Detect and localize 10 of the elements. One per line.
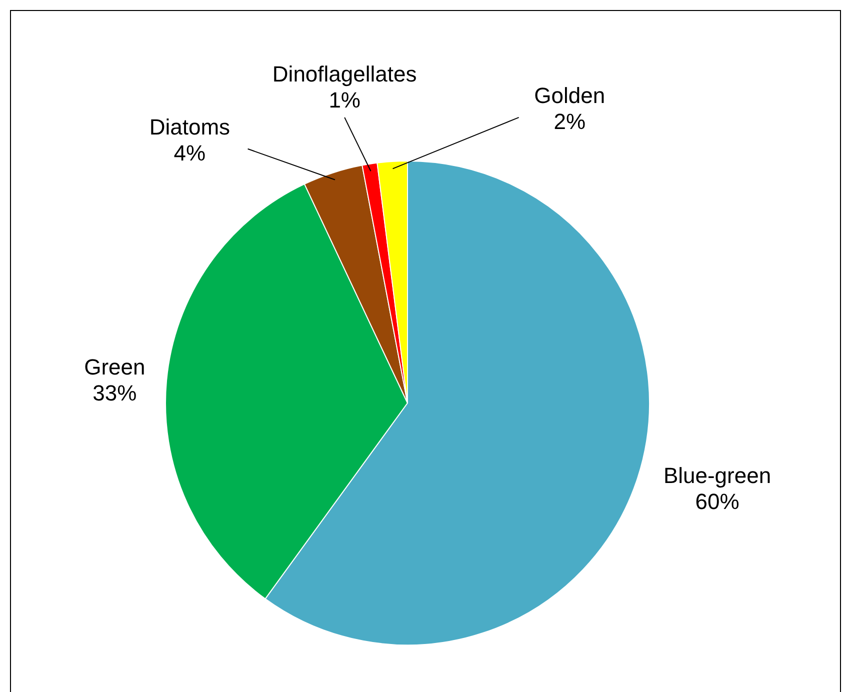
slice-label: Diatoms [149, 114, 230, 140]
slice-label: Golden [534, 83, 606, 108]
data-label: 33% [92, 380, 137, 406]
data-label: 1% [328, 87, 360, 112]
slice-label: Green [84, 354, 146, 380]
slice-label: Dinoflagellates [272, 61, 417, 86]
data-label: 4% [174, 140, 206, 166]
data-label: 2% [554, 109, 586, 134]
data-label: 60% [695, 489, 740, 514]
slice-label: Blue-green [663, 463, 772, 488]
